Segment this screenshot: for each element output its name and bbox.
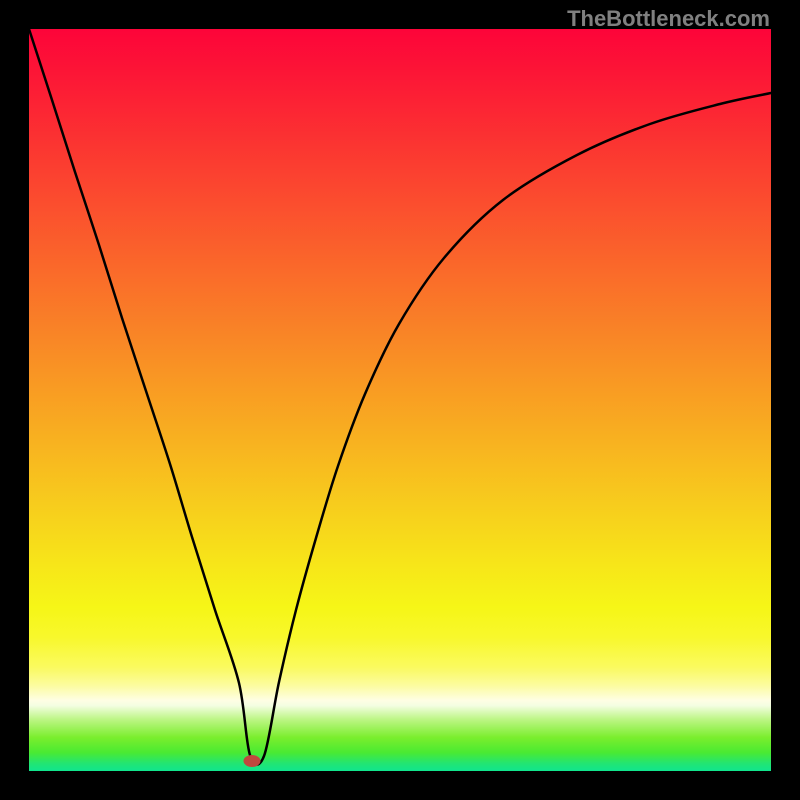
minimum-marker [243, 755, 260, 767]
watermark-text: TheBottleneck.com [567, 6, 770, 32]
curve-path [29, 29, 771, 765]
curve-svg [29, 29, 771, 771]
plot-area [29, 29, 771, 771]
